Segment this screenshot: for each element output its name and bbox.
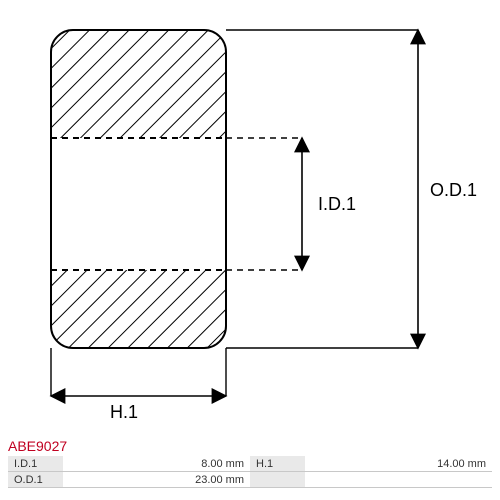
table-row: O.D.1 23.00 mm — [8, 472, 492, 488]
spec-label-od1: O.D.1 — [8, 472, 63, 487]
diagram-container: { "part_number": "ABE9027", "labels": { … — [0, 0, 500, 500]
spec-label-h1: H.1 — [250, 456, 305, 471]
label-id1: I.D.1 — [318, 194, 356, 215]
spec-table: I.D.1 8.00 mm H.1 14.00 mm O.D.1 23.00 m… — [8, 456, 492, 488]
spec-value-od1: 23.00 mm — [63, 472, 250, 487]
spec-label-empty — [250, 472, 305, 487]
technical-drawing — [0, 0, 500, 500]
spec-label-id1: I.D.1 — [8, 456, 63, 471]
spec-value-empty — [305, 472, 492, 487]
label-h1: H.1 — [110, 402, 138, 423]
label-od1: O.D.1 — [430, 180, 477, 201]
spec-value-h1: 14.00 mm — [305, 456, 492, 471]
spec-value-id1: 8.00 mm — [63, 456, 250, 471]
part-number: ABE9027 — [8, 438, 67, 454]
table-row: I.D.1 8.00 mm H.1 14.00 mm — [8, 456, 492, 472]
